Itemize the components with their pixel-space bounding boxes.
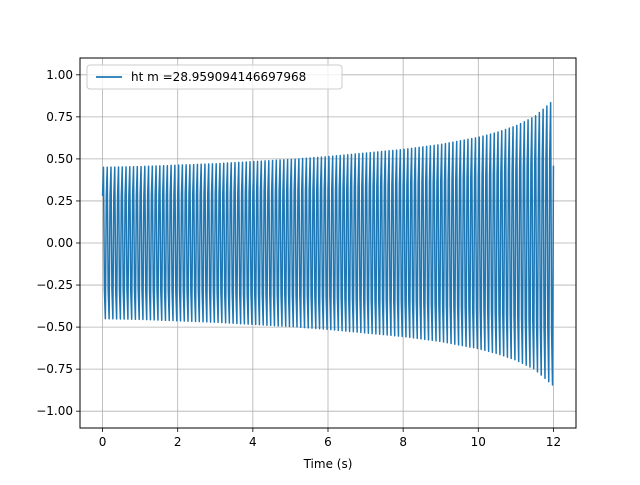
x-axis-ticks: 0 2 4 6 8 10 12 xyxy=(99,428,561,449)
x-tick-label: 4 xyxy=(249,435,257,449)
y-tick-label: −1.00 xyxy=(36,404,73,418)
y-tick-label: −0.50 xyxy=(36,320,73,334)
x-tick-label: 6 xyxy=(324,435,332,449)
y-tick-label: −0.75 xyxy=(36,362,73,376)
y-tick-label: 0.75 xyxy=(46,110,73,124)
x-axis-label: Time (s) xyxy=(303,457,353,471)
plot-area xyxy=(101,101,555,386)
x-tick-label: 10 xyxy=(471,435,486,449)
y-tick-label: 0.00 xyxy=(46,236,73,250)
series-line xyxy=(101,101,555,386)
y-axis-ticks: −1.00 −0.75 −0.50 −0.25 0.00 0.25 0.50 0.75 1.00 xyxy=(36,68,80,418)
x-tick-label: 0 xyxy=(99,435,107,449)
y-tick-label: 0.25 xyxy=(46,194,73,208)
legend-box xyxy=(86,64,343,90)
legend: ht m =28.959094146697968 xyxy=(86,64,343,90)
y-tick-label: 0.50 xyxy=(46,152,73,166)
y-tick-label: 1.00 xyxy=(46,68,73,82)
x-tick-label: 2 xyxy=(174,435,182,449)
legend-entry-label: ht m =28.959094146697968 xyxy=(131,70,306,84)
x-tick-label: 8 xyxy=(399,435,407,449)
y-tick-label: −0.25 xyxy=(36,278,73,292)
x-tick-label: 12 xyxy=(546,435,561,449)
